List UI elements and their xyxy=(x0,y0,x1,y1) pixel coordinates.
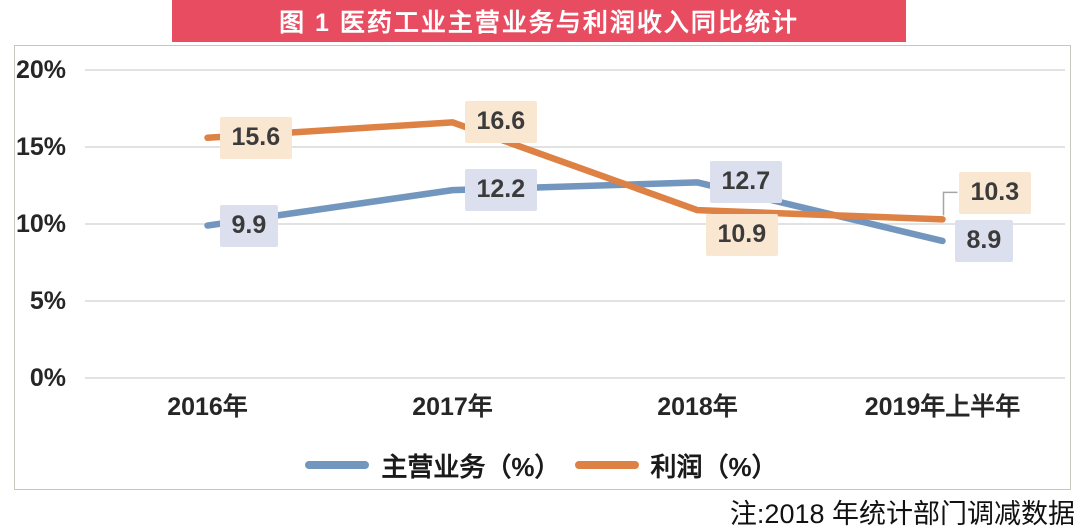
y-tick-label: 5% xyxy=(29,287,66,315)
data-label-series1-pt0: 15.6 xyxy=(219,116,293,159)
data-label-series0-pt1: 12.2 xyxy=(464,169,538,212)
data-label-series0-pt2: 12.7 xyxy=(709,161,783,204)
legend-line-swatch-icon xyxy=(574,461,639,469)
data-label-series0-pt3: 8.9 xyxy=(954,219,1014,262)
data-label-series1-pt2: 10.9 xyxy=(705,214,779,257)
y-tick-label: 0% xyxy=(29,364,66,392)
footnote: 注:2018 年统计部门调减数据 xyxy=(729,499,1075,529)
y-tick-label: 20% xyxy=(15,56,66,84)
x-tick-label: 2018年 xyxy=(657,393,738,421)
data-label-series1-pt1: 16.6 xyxy=(464,101,538,144)
y-tick-label: 15% xyxy=(15,133,66,161)
legend-line-swatch-icon xyxy=(305,461,370,469)
chart-container xyxy=(14,45,1071,490)
x-tick-label: 2016年 xyxy=(167,393,248,421)
legend-label: 利润（%） xyxy=(650,451,778,482)
chart-title-banner: 图 1 医药工业主营业务与利润收入同比统计 xyxy=(172,0,906,42)
chart-title: 图 1 医药工业主营业务与利润收入同比统计 xyxy=(279,9,799,37)
x-tick-label: 2019年上半年 xyxy=(864,393,1021,421)
legend-item-0: 主营业务（%） xyxy=(305,447,561,484)
data-label-series0-pt0: 9.9 xyxy=(219,204,279,247)
chart-legend: 主营业务（%） 利润（%） xyxy=(14,447,1069,483)
legend-item-1: 利润（%） xyxy=(574,447,778,484)
legend-label: 主营业务（%） xyxy=(381,451,561,482)
data-label-series1-pt3: 10.3 xyxy=(958,172,1032,215)
x-tick-label: 2017年 xyxy=(412,393,493,421)
y-tick-label: 10% xyxy=(15,210,66,238)
